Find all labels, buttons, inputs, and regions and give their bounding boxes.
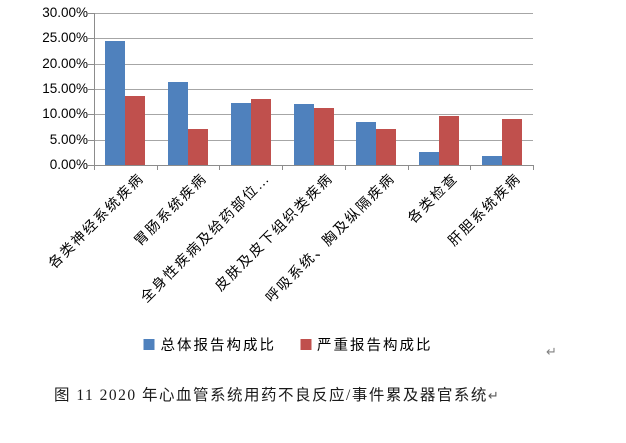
x-axis-tick: [282, 165, 284, 170]
bar-serious: [250, 98, 271, 165]
x-axis-line: [88, 165, 533, 166]
figure-caption-text: 图 11 2020 年心血管系统用药不良反应/事件累及器官系统: [54, 387, 488, 404]
y-axis-tick-label: 15.00%: [42, 81, 88, 96]
legend-item-serious: 严重报告构成比: [300, 334, 433, 355]
caption-return-mark: ↵: [487, 388, 499, 403]
bar-serious: [438, 116, 459, 165]
bar-total: [418, 152, 439, 165]
gridline: [94, 63, 533, 65]
y-axis-tick: [88, 139, 94, 141]
legend-label-total: 总体报告构成比: [160, 338, 276, 354]
x-axis-tick: [94, 165, 95, 170]
y-axis-tick: [88, 114, 94, 116]
y-axis-tick-label: 20.00%: [42, 55, 88, 71]
bar-chart-object[interactable]: 总体报告构成比 严重报告构成比 30.00% 25.00% 20.00% 15.00%…: [0, 0, 626, 370]
legend-swatch-red: [300, 339, 311, 350]
x-axis-category-label: 各类检查: [405, 171, 462, 227]
x-axis-category-label: 呼吸系统、胸及纵隔疾病: [263, 171, 399, 307]
bar-serious: [313, 108, 334, 165]
bar-serious: [125, 96, 146, 165]
x-axis-tick: [344, 165, 346, 170]
legend-swatch-blue: [143, 339, 155, 350]
figure-caption: 图 11 2020 年心血管系统用药不良反应/事件累及器官系统↵: [54, 383, 499, 405]
chart-legend: 总体报告构成比 严重报告构成比: [143, 334, 433, 355]
gridline: [94, 38, 533, 40]
gridline: [94, 89, 533, 90]
legend-label-serious: 严重报告构成比: [317, 338, 433, 354]
bar-total: [168, 81, 189, 165]
x-axis-tick: [470, 165, 472, 170]
y-axis-tick-label: 25.00%: [42, 30, 88, 46]
bar-serious: [376, 128, 397, 165]
y-axis-tick-label: 10.00%: [42, 106, 88, 122]
x-axis-category-label: 全身性疾病及给药部位…: [138, 171, 274, 307]
x-axis-tick: [219, 165, 221, 170]
x-axis-tick: [407, 165, 409, 170]
bar-total: [105, 40, 126, 165]
y-axis-tick-label: 30.00%: [42, 5, 88, 20]
y-axis-tick: [88, 38, 94, 40]
x-axis-tick: [156, 165, 158, 170]
x-axis-category-label: 皮肤及皮下组织类疾病: [212, 171, 337, 295]
y-axis-tick-label: 5.00%: [49, 131, 88, 147]
y-axis-tick-label: 0.00%: [49, 157, 88, 172]
y-axis-line: [94, 13, 95, 170]
y-axis-tick: [88, 63, 94, 65]
x-axis-category-label: 各类神经系统疾病: [46, 171, 148, 273]
bar-total: [481, 155, 502, 165]
legend-item-total: 总体报告构成比: [143, 334, 277, 355]
bar-total: [230, 102, 251, 165]
bar-serious: [501, 119, 522, 165]
bar-total: [293, 103, 314, 165]
paragraph-return-mark: ↵: [546, 344, 557, 359]
bar-total: [356, 122, 377, 165]
gridline: [94, 13, 533, 14]
y-axis-tick: [88, 13, 94, 14]
y-axis-tick: [88, 89, 94, 90]
x-axis-tick: [533, 165, 534, 170]
bar-serious: [188, 128, 209, 165]
